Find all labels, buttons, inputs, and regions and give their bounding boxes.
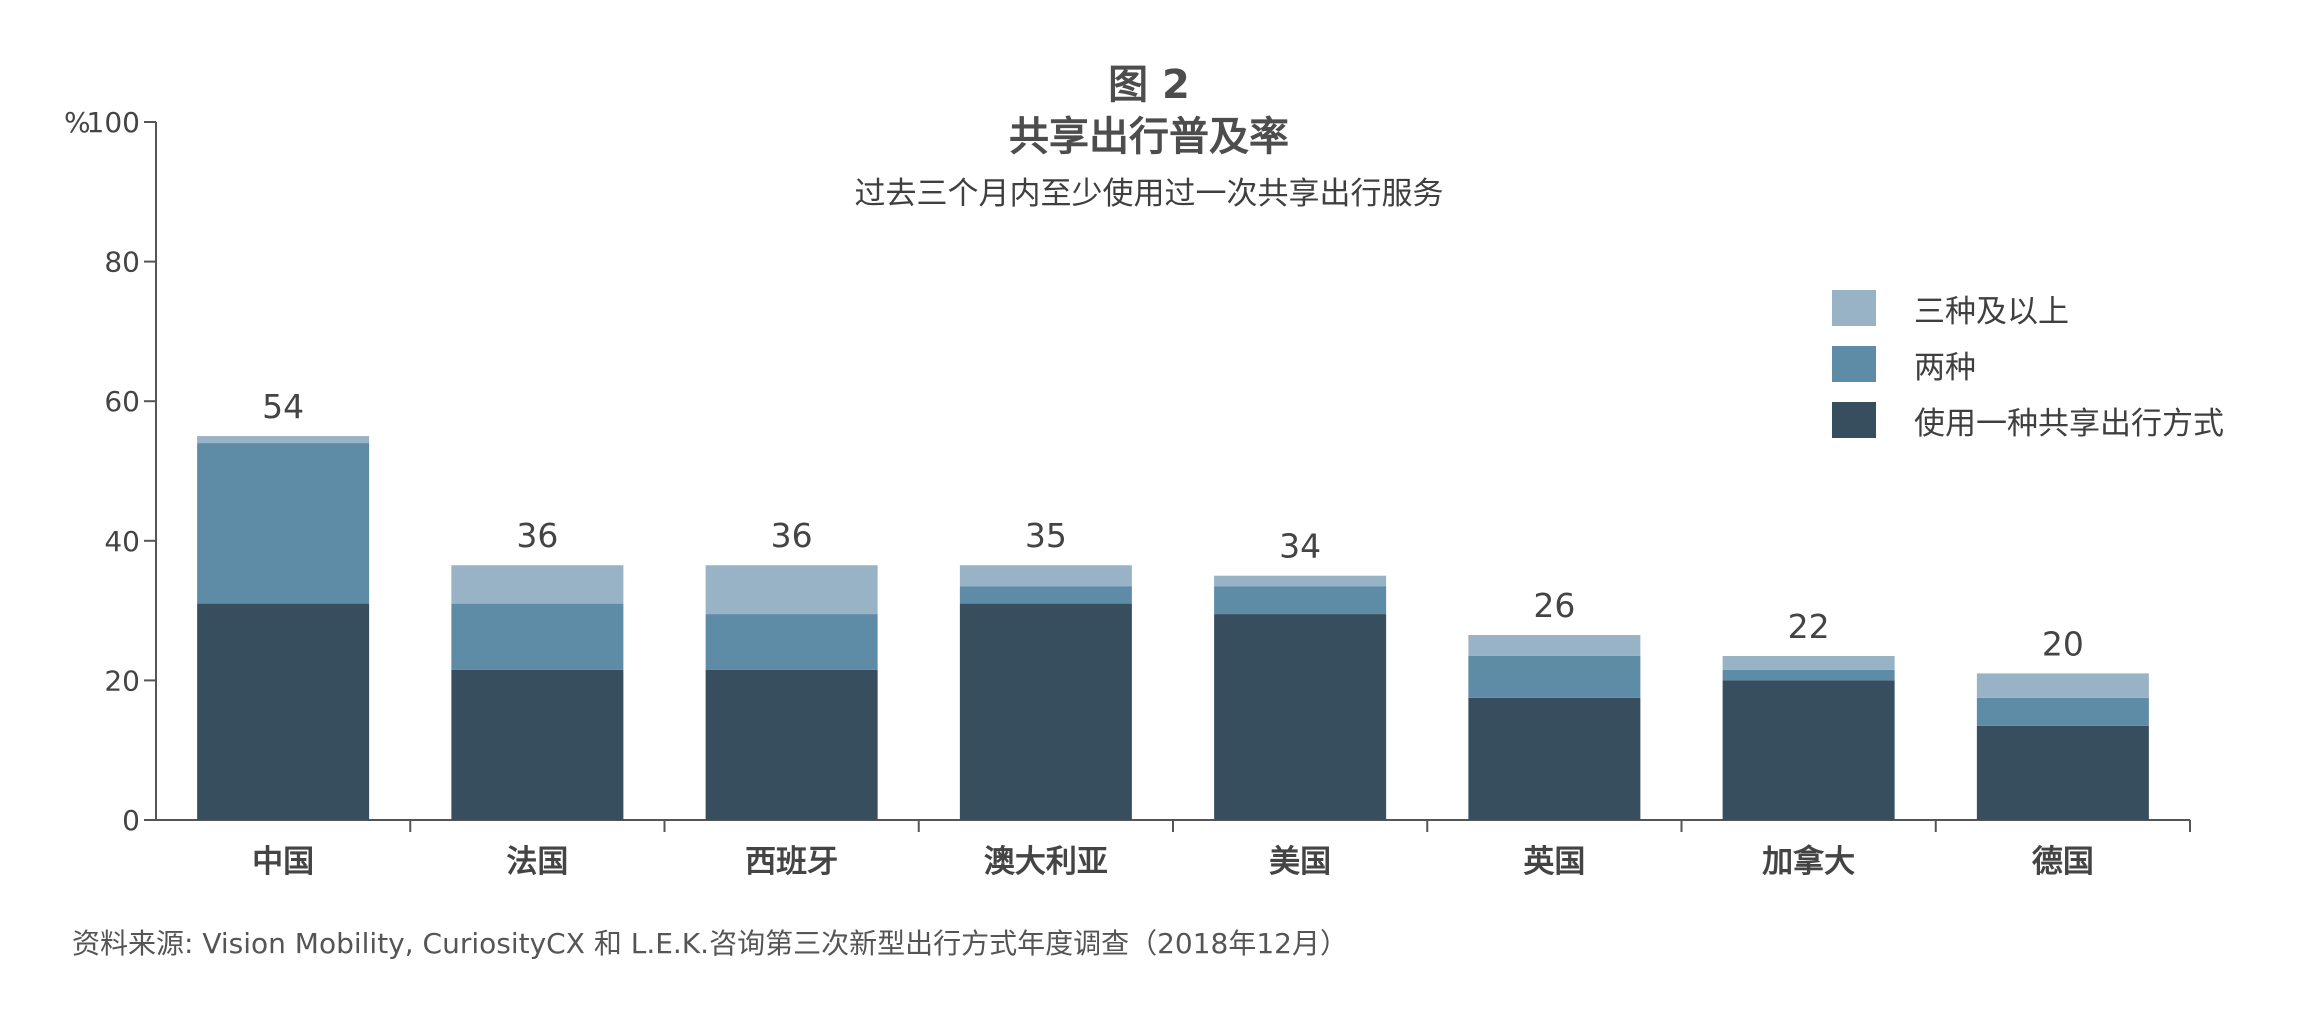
bar-segment-3 [959, 565, 1132, 587]
bar-total-label: 26 [1533, 586, 1575, 625]
bar-segment-1 [1976, 725, 2149, 820]
chart-title: 共享出行普及率 [1009, 114, 1289, 160]
bar-segment-1 [1214, 614, 1387, 820]
bar-segment-1 [959, 603, 1132, 820]
x-tick-label: 加拿大 [1762, 844, 1855, 880]
x-tick-label: 法国 [506, 844, 568, 880]
bar-total-label: 54 [262, 387, 304, 426]
y-tick-label: 40 [104, 525, 140, 558]
bars [197, 436, 2149, 820]
bar-total-label: 36 [771, 516, 813, 555]
bar-total-label: 20 [2042, 624, 2084, 663]
bar-segment-2 [1214, 586, 1387, 615]
legend-swatch-one [1832, 402, 1876, 438]
y-axis-unit-label: % [64, 106, 91, 139]
labels: 54 中国 36 法国 36 西班牙 35 澳大利亚 34 美国 26 英国 22 加拿大 20 德国 [252, 387, 2094, 880]
figure-label: 图 2 [1108, 62, 1190, 108]
legend-label-one: 使用一种共享出行方式 [1914, 405, 2224, 442]
x-tick-label: 西班牙 [745, 844, 838, 880]
y-tick-label: 60 [104, 385, 140, 418]
x-tick-label: 中国 [252, 844, 314, 880]
y-tick-label: 0 [122, 804, 140, 837]
chart-subtitle: 过去三个月内至少使用过一次共享出行服务 [854, 176, 1444, 212]
bar-segment-1 [1468, 697, 1641, 820]
bar-total-label: 22 [1788, 607, 1830, 646]
bar-segment-2 [705, 614, 878, 670]
legend-swatch-three-plus [1832, 290, 1876, 326]
x-tick-label: 德国 [2032, 844, 2094, 880]
legend-swatch-two [1832, 346, 1876, 382]
x-tick-label: 美国 [1269, 844, 1331, 880]
x-tick-label: 英国 [1523, 844, 1585, 880]
bar-segment-1 [197, 603, 370, 820]
bar-segment-3 [451, 565, 624, 604]
y-tick-label: 100 [87, 106, 140, 139]
bar-segment-3 [1214, 575, 1387, 587]
y-tick-label: 80 [104, 246, 140, 279]
x-tick-label: 澳大利亚 [984, 844, 1108, 880]
legend-item-one: 使用一种共享出行方式 [1832, 398, 2224, 442]
source-note: 资料来源: Vision Mobility, CuriosityCX 和 L.E… [72, 927, 1348, 960]
bar-segment-3 [1976, 673, 2149, 698]
bar-total-label: 36 [516, 516, 558, 555]
legend-item-two: 两种 [1832, 342, 1976, 386]
bar-segment-2 [451, 603, 624, 670]
legend-label-two: 两种 [1914, 349, 1976, 386]
bar-segment-3 [705, 565, 878, 615]
bar-total-label: 34 [1279, 527, 1321, 566]
bar-segment-3 [1722, 655, 1895, 670]
bar-segment-2 [959, 586, 1132, 604]
bar-segment-2 [1722, 669, 1895, 681]
bar-total-label: 35 [1025, 516, 1067, 555]
bar-segment-3 [1468, 635, 1641, 656]
y-tick-label: 20 [104, 664, 140, 697]
bar-segment-2 [1468, 655, 1641, 698]
bar-segment-1 [705, 669, 878, 820]
bar-segment-1 [1722, 680, 1895, 820]
bar-segment-2 [197, 443, 370, 604]
bar-segment-2 [1976, 697, 2149, 726]
legend-label-three-plus: 三种及以上 [1914, 293, 2069, 330]
bar-segment-3 [197, 436, 370, 444]
legend-item-three-plus: 三种及以上 [1832, 286, 2069, 330]
bar-segment-1 [451, 669, 624, 820]
